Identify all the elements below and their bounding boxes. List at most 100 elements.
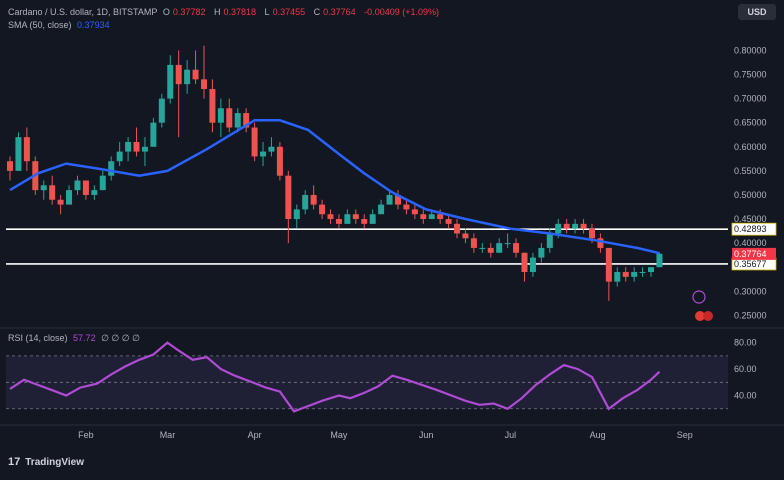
candle-body[interactable] bbox=[538, 247, 545, 258]
candle-body[interactable] bbox=[454, 223, 461, 234]
candle-body[interactable] bbox=[597, 238, 604, 248]
candle-body[interactable] bbox=[276, 146, 283, 176]
candle-body[interactable] bbox=[622, 272, 629, 277]
candle-body[interactable] bbox=[319, 204, 326, 215]
candle-body[interactable] bbox=[521, 252, 528, 273]
candle-body[interactable] bbox=[293, 209, 300, 220]
candle-body[interactable] bbox=[487, 247, 494, 253]
candle-body[interactable] bbox=[563, 223, 570, 229]
candle-body[interactable] bbox=[580, 223, 587, 229]
candle-body[interactable] bbox=[504, 243, 511, 245]
candle-body[interactable] bbox=[141, 146, 148, 152]
candle-body[interactable] bbox=[66, 190, 73, 205]
candle-body[interactable] bbox=[234, 113, 241, 128]
candle-body[interactable] bbox=[648, 267, 655, 273]
last-price-badge bbox=[732, 247, 776, 260]
candle-body[interactable] bbox=[125, 141, 132, 152]
candle-body[interactable] bbox=[133, 141, 140, 152]
event-flash-icon[interactable] bbox=[692, 290, 706, 304]
candle-body[interactable] bbox=[217, 108, 224, 123]
candle-body[interactable] bbox=[479, 247, 486, 249]
rsi-legend[interactable]: RSI (14, close) 57.72 ∅ ∅ ∅ ∅ bbox=[8, 333, 143, 344]
candle-body[interactable] bbox=[394, 194, 401, 205]
candle-body[interactable] bbox=[82, 180, 89, 195]
candle-body[interactable] bbox=[268, 146, 275, 152]
candle-body[interactable] bbox=[184, 69, 191, 85]
candle-body[interactable] bbox=[175, 64, 182, 85]
candle-body[interactable] bbox=[49, 185, 56, 200]
candle-body[interactable] bbox=[192, 69, 199, 80]
candle-body[interactable] bbox=[91, 190, 98, 195]
candle-body[interactable] bbox=[226, 108, 233, 128]
candle-body[interactable] bbox=[361, 219, 368, 224]
candle-body[interactable] bbox=[378, 204, 385, 215]
candle-body[interactable] bbox=[243, 113, 250, 128]
candle-body[interactable] bbox=[529, 257, 536, 273]
candle-body[interactable] bbox=[74, 180, 81, 191]
candle-body[interactable] bbox=[352, 214, 359, 220]
candle-body[interactable] bbox=[23, 137, 30, 162]
candle-body[interactable] bbox=[445, 219, 452, 224]
event-flag-icon[interactable] bbox=[695, 311, 705, 321]
price-axis-tick-label: 0.55000 bbox=[734, 166, 767, 176]
currency-button[interactable]: USD bbox=[738, 4, 776, 20]
price-axis-tick-label: 0.30000 bbox=[734, 286, 767, 296]
symbol-title[interactable]: Cardano / U.S. dollar, 1D, BITSTAMP bbox=[8, 7, 158, 17]
candle-body[interactable] bbox=[327, 214, 334, 220]
candle-body[interactable] bbox=[260, 151, 267, 157]
candle-body[interactable] bbox=[15, 137, 22, 171]
candle-body[interactable] bbox=[7, 161, 13, 171]
candle-body[interactable] bbox=[167, 64, 174, 99]
time-axis-tick-label: Jun bbox=[419, 430, 434, 440]
candle-body[interactable] bbox=[335, 219, 342, 224]
candle-body[interactable] bbox=[639, 272, 646, 274]
candle-body[interactable] bbox=[605, 247, 612, 282]
candle-body[interactable] bbox=[572, 223, 579, 229]
sma-line[interactable] bbox=[9, 119, 660, 255]
candle-body[interactable] bbox=[496, 243, 503, 253]
candle-body[interactable] bbox=[158, 98, 165, 123]
candle-body[interactable] bbox=[285, 175, 292, 220]
candle-body[interactable] bbox=[116, 151, 123, 162]
candle-body[interactable] bbox=[57, 199, 64, 205]
price-axis-tick-label: 0.75000 bbox=[734, 70, 767, 80]
candle-body[interactable] bbox=[513, 243, 520, 253]
candle-body[interactable] bbox=[656, 253, 663, 268]
candle-body[interactable] bbox=[369, 214, 376, 224]
candle-body[interactable] bbox=[108, 161, 115, 176]
candle-body[interactable] bbox=[437, 214, 444, 220]
candle-body[interactable] bbox=[420, 214, 427, 220]
high-value: 0.37818 bbox=[223, 7, 257, 17]
last-price-label: 0.37764 bbox=[734, 249, 767, 259]
candle-body[interactable] bbox=[99, 175, 106, 191]
candle-body[interactable] bbox=[251, 127, 258, 157]
candle-body[interactable] bbox=[555, 223, 562, 234]
sma-value: 0.37934 bbox=[77, 20, 110, 30]
candle-body[interactable] bbox=[631, 272, 638, 277]
candle-body[interactable] bbox=[209, 88, 216, 123]
candle-body[interactable] bbox=[411, 209, 418, 215]
candle-body[interactable] bbox=[386, 194, 393, 205]
change-value: -0.00409 (+1.09%) bbox=[364, 7, 439, 17]
sma-legend[interactable]: SMA (50, close) 0.37934 bbox=[8, 20, 113, 30]
candle-body[interactable] bbox=[428, 214, 435, 220]
tradingview-logo[interactable]: 17 TradingView bbox=[8, 456, 84, 468]
time-axis-tick-label: Mar bbox=[160, 430, 176, 440]
event-flag-icon[interactable] bbox=[703, 311, 713, 321]
candle-body[interactable] bbox=[614, 272, 621, 282]
candle-body[interactable] bbox=[310, 194, 317, 205]
candle-body[interactable] bbox=[462, 233, 469, 239]
candle-body[interactable] bbox=[588, 228, 595, 239]
candle-body[interactable] bbox=[344, 214, 351, 224]
candle-body[interactable] bbox=[200, 79, 207, 89]
candle-body[interactable] bbox=[470, 238, 477, 248]
candle-body[interactable] bbox=[403, 204, 410, 210]
candle-body[interactable] bbox=[546, 233, 553, 248]
candle-body[interactable] bbox=[40, 185, 47, 191]
rsi-line[interactable] bbox=[9, 341, 661, 413]
candle-body[interactable] bbox=[150, 122, 157, 147]
price-axis-tick-label: 0.70000 bbox=[734, 94, 767, 104]
candle-body[interactable] bbox=[302, 194, 309, 210]
